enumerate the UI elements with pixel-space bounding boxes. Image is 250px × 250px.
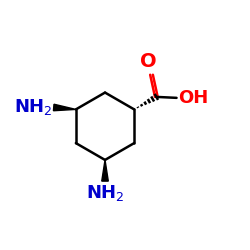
Polygon shape <box>54 104 76 111</box>
Text: O: O <box>140 52 157 71</box>
Text: OH: OH <box>178 89 208 107</box>
Text: NH$_2$: NH$_2$ <box>14 98 52 117</box>
Polygon shape <box>102 160 108 181</box>
Text: NH$_2$: NH$_2$ <box>86 183 124 203</box>
